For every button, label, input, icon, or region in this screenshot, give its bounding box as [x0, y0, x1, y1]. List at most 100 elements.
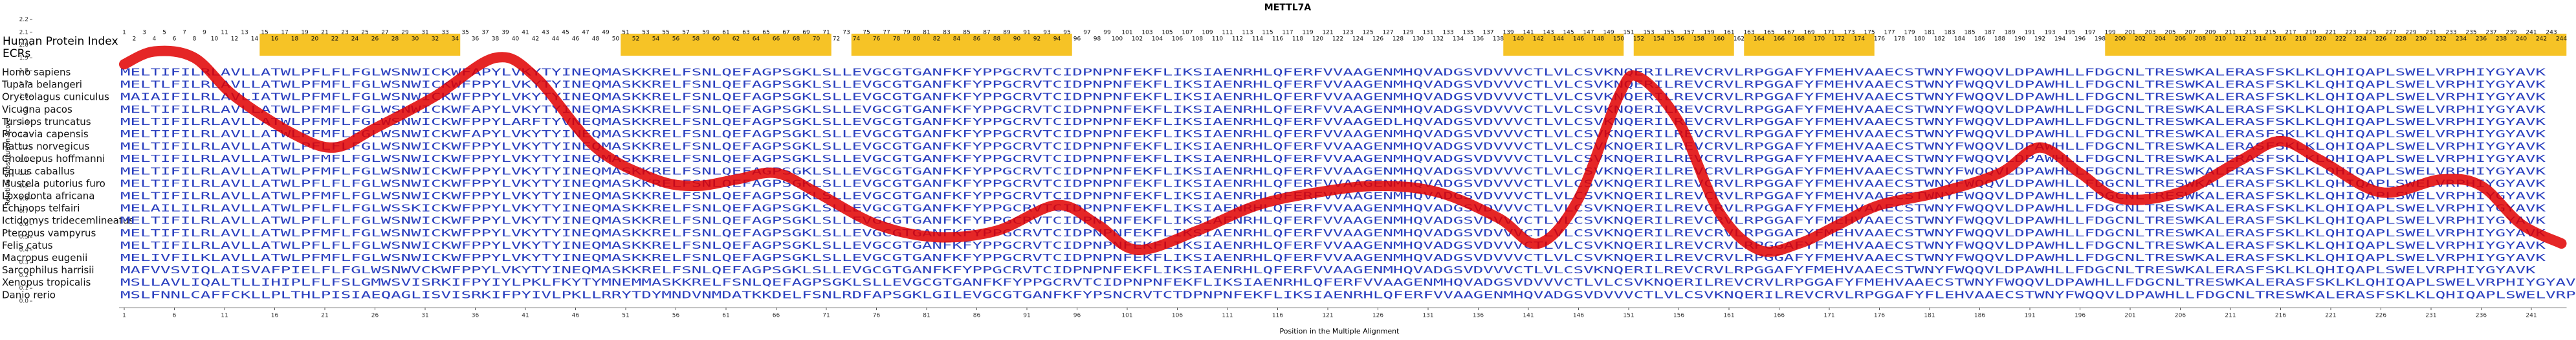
- position-number: 161: [1723, 30, 1734, 36]
- sequence: MELTIFILRLAVLLATWLPFMFLFGLWSNWICKWFPPYLV…: [120, 227, 2546, 239]
- position-number: 72: [833, 36, 840, 43]
- position-number: 53: [642, 30, 649, 36]
- position-number: 238: [2496, 36, 2507, 43]
- position-number: 131: [1422, 30, 1433, 36]
- position-number: 120: [1312, 36, 1323, 43]
- position-number: 5: [162, 30, 166, 36]
- position-number: 28: [391, 36, 399, 43]
- position-number: 74: [853, 36, 861, 43]
- position-number: 190: [2014, 36, 2025, 43]
- position-number: 125: [1362, 30, 1373, 36]
- position-number: 108: [1192, 36, 1203, 43]
- y-tick-label: 0.9: [19, 183, 29, 190]
- position-number: 56: [672, 36, 680, 43]
- ecr-block: [621, 34, 831, 56]
- position-number: 107: [1182, 30, 1193, 36]
- position-number: 52: [632, 36, 639, 43]
- x-tick-label: 91: [1023, 313, 1030, 319]
- x-tick-label: 196: [2075, 313, 2086, 319]
- y-tick-label: 0.2: [19, 273, 28, 279]
- y-tick-label: 0.4: [19, 247, 29, 253]
- position-number: 54: [652, 36, 660, 43]
- position-number: 27: [381, 30, 388, 36]
- position-number: 166: [1774, 36, 1785, 43]
- position-number: 67: [782, 30, 789, 36]
- position-number: 235: [2465, 30, 2476, 36]
- position-number: 48: [592, 36, 600, 43]
- position-number: 174: [1854, 36, 1865, 43]
- position-number: 31: [421, 30, 428, 36]
- y-tick-label: 0.1: [19, 286, 28, 292]
- x-tick-label: 76: [873, 313, 881, 319]
- x-tick-label: 211: [2225, 313, 2236, 319]
- position-number: 40: [512, 36, 520, 43]
- position-number: 171: [1823, 30, 1834, 36]
- position-number: 154: [1653, 36, 1664, 43]
- x-tick-label: 156: [1673, 313, 1684, 319]
- y-tick-label: 1.2: [19, 144, 28, 151]
- position-number: 177: [1884, 30, 1895, 36]
- species-name: Felis catus: [2, 240, 53, 251]
- position-number: 58: [692, 36, 700, 43]
- y-tick-label: 2.1: [19, 29, 28, 36]
- position-number: 26: [371, 36, 379, 43]
- x-tick-label: 146: [1573, 313, 1584, 319]
- x-tick-label: 6: [173, 313, 177, 319]
- position-number: 37: [481, 30, 489, 36]
- position-number: 115: [1262, 30, 1273, 36]
- species-name: Homo sapiens: [2, 67, 71, 78]
- position-number: 191: [2024, 30, 2035, 36]
- species-name: Macropus eugenii: [2, 252, 87, 264]
- y-tick-label: 1.1: [19, 157, 28, 164]
- position-number: 228: [2395, 36, 2406, 43]
- position-number: 143: [1543, 30, 1554, 36]
- position-number: 184: [1954, 36, 1965, 43]
- position-number: 127: [1382, 30, 1393, 36]
- x-tick-label: 81: [923, 313, 930, 319]
- position-number: 224: [2355, 36, 2366, 43]
- position-number: 49: [602, 30, 610, 36]
- sequence: MELTIFILRLAVLLATWLPFMFLFGLWSNWICKWFPPYLA…: [120, 116, 2546, 128]
- position-number: 15: [261, 30, 268, 36]
- position-number: 157: [1683, 30, 1694, 36]
- position-number: 226: [2375, 36, 2386, 43]
- position-number: 164: [1754, 36, 1765, 43]
- position-number: 50: [612, 36, 620, 43]
- position-number: 19: [301, 30, 309, 36]
- species-name: Ictidomys tridecemlineatus: [2, 215, 134, 227]
- sequence: MELAILILRLAVLLATWLPFLFLFGLWSSKICKWFPPYLV…: [120, 203, 2546, 214]
- score-curve: [119, 45, 2567, 257]
- position-number: 212: [2235, 36, 2246, 43]
- position-number: 169: [1803, 30, 1814, 36]
- y-tick-label: 1.8: [19, 68, 29, 74]
- position-number: 136: [1473, 36, 1484, 43]
- position-number: 243: [2546, 30, 2557, 36]
- position-number: 179: [1904, 30, 1915, 36]
- position-number: 109: [1202, 30, 1213, 36]
- species-name: Danio rerio: [2, 289, 56, 300]
- position-number: 159: [1703, 30, 1714, 36]
- position-number: 201: [2124, 30, 2135, 36]
- position-number: 117: [1282, 30, 1293, 36]
- position-number: 77: [883, 30, 890, 36]
- position-number: 20: [311, 36, 319, 43]
- position-number: 198: [2095, 36, 2106, 43]
- position-number: 14: [251, 36, 259, 43]
- position-number: 229: [2405, 30, 2416, 36]
- position-number: 55: [662, 30, 669, 36]
- position-number: 227: [2385, 30, 2396, 36]
- position-number: 241: [2526, 30, 2537, 36]
- position-number: 45: [562, 30, 569, 36]
- position-number: 208: [2195, 36, 2206, 43]
- position-number: 84: [953, 36, 961, 43]
- position-number: 244: [2556, 36, 2567, 43]
- position-number: 119: [1302, 30, 1313, 36]
- position-number: 70: [813, 36, 820, 43]
- x-tick-label: 166: [1774, 313, 1785, 319]
- position-number: 106: [1172, 36, 1183, 43]
- position-number: 237: [2485, 30, 2496, 36]
- position-number: 11: [221, 30, 228, 36]
- position-number: 116: [1272, 36, 1283, 43]
- position-number: 196: [2075, 36, 2086, 43]
